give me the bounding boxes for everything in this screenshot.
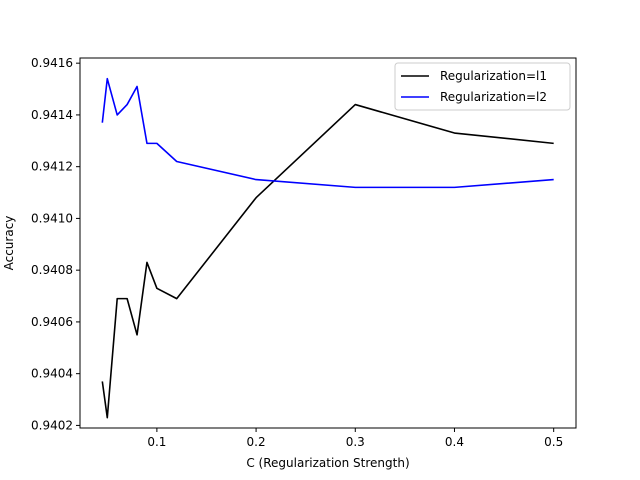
series-line-2 — [101, 77, 554, 189]
x-tick-label: 0.2 — [247, 435, 266, 449]
y-axis-ticks: 0.9402 0.9404 0.9406 0.9408 0.9410 0.9412 0.94… — [31, 56, 80, 432]
legend-label: Regularization=l2 — [440, 90, 547, 104]
x-axis-title: C (Regularization Strength) — [246, 456, 409, 470]
y-tick-label: 0.9414 — [31, 108, 73, 122]
y-tick-label: 0.9410 — [31, 211, 73, 225]
x-tick-label: 0.5 — [544, 435, 563, 449]
plot-area — [101, 77, 554, 419]
x-tick-label: 0.4 — [445, 435, 464, 449]
legend: Regularization=l1 Regularization=l2 — [394, 62, 571, 111]
x-axis-ticks: 0.1 0.2 0.3 0.4 0.5 — [147, 428, 563, 449]
y-tick-label: 0.9408 — [31, 263, 73, 277]
x-tick-label: 0.1 — [147, 435, 166, 449]
x-tick-label: 0.3 — [346, 435, 365, 449]
plot-frame — [79, 57, 577, 429]
y-tick-label: 0.9412 — [31, 160, 73, 174]
series-line-1 — [101, 103, 554, 419]
legend-box — [394, 62, 571, 111]
y-tick-label: 0.9416 — [31, 56, 73, 70]
y-tick-label: 0.9406 — [31, 315, 73, 329]
y-tick-label: 0.9402 — [31, 418, 73, 432]
legend-label: Regularization=l1 — [440, 69, 547, 83]
y-tick-label: 0.9404 — [31, 367, 73, 381]
y-axis-title: Accuracy — [2, 216, 16, 271]
